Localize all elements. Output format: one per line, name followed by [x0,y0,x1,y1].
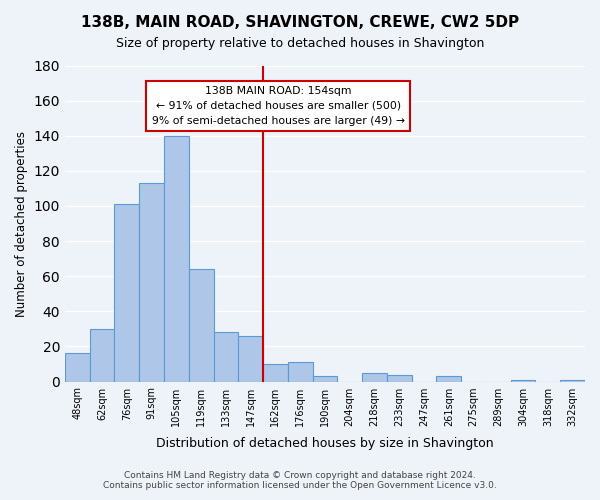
Bar [139,183,164,382]
Bar [189,269,214,382]
Bar [214,332,238,382]
Bar [511,380,535,382]
X-axis label: Distribution of detached houses by size in Shavington: Distribution of detached houses by size … [156,437,494,450]
Text: 138B, MAIN ROAD, SHAVINGTON, CREWE, CW2 5DP: 138B, MAIN ROAD, SHAVINGTON, CREWE, CW2 … [81,15,519,30]
Bar [288,362,313,382]
Text: 138B MAIN ROAD: 154sqm
← 91% of detached houses are smaller (500)
9% of semi-det: 138B MAIN ROAD: 154sqm ← 91% of detached… [152,86,404,126]
Bar [115,204,139,382]
Bar [560,380,585,382]
Bar [238,336,263,382]
Text: Contains HM Land Registry data © Crown copyright and database right 2024.
Contai: Contains HM Land Registry data © Crown c… [103,470,497,490]
Bar [387,374,412,382]
Bar [89,329,115,382]
Bar [436,376,461,382]
Text: Size of property relative to detached houses in Shavington: Size of property relative to detached ho… [116,38,484,51]
Bar [65,354,89,382]
Bar [263,364,288,382]
Bar [313,376,337,382]
Bar [362,372,387,382]
Y-axis label: Number of detached properties: Number of detached properties [15,130,28,316]
Bar [164,136,189,382]
